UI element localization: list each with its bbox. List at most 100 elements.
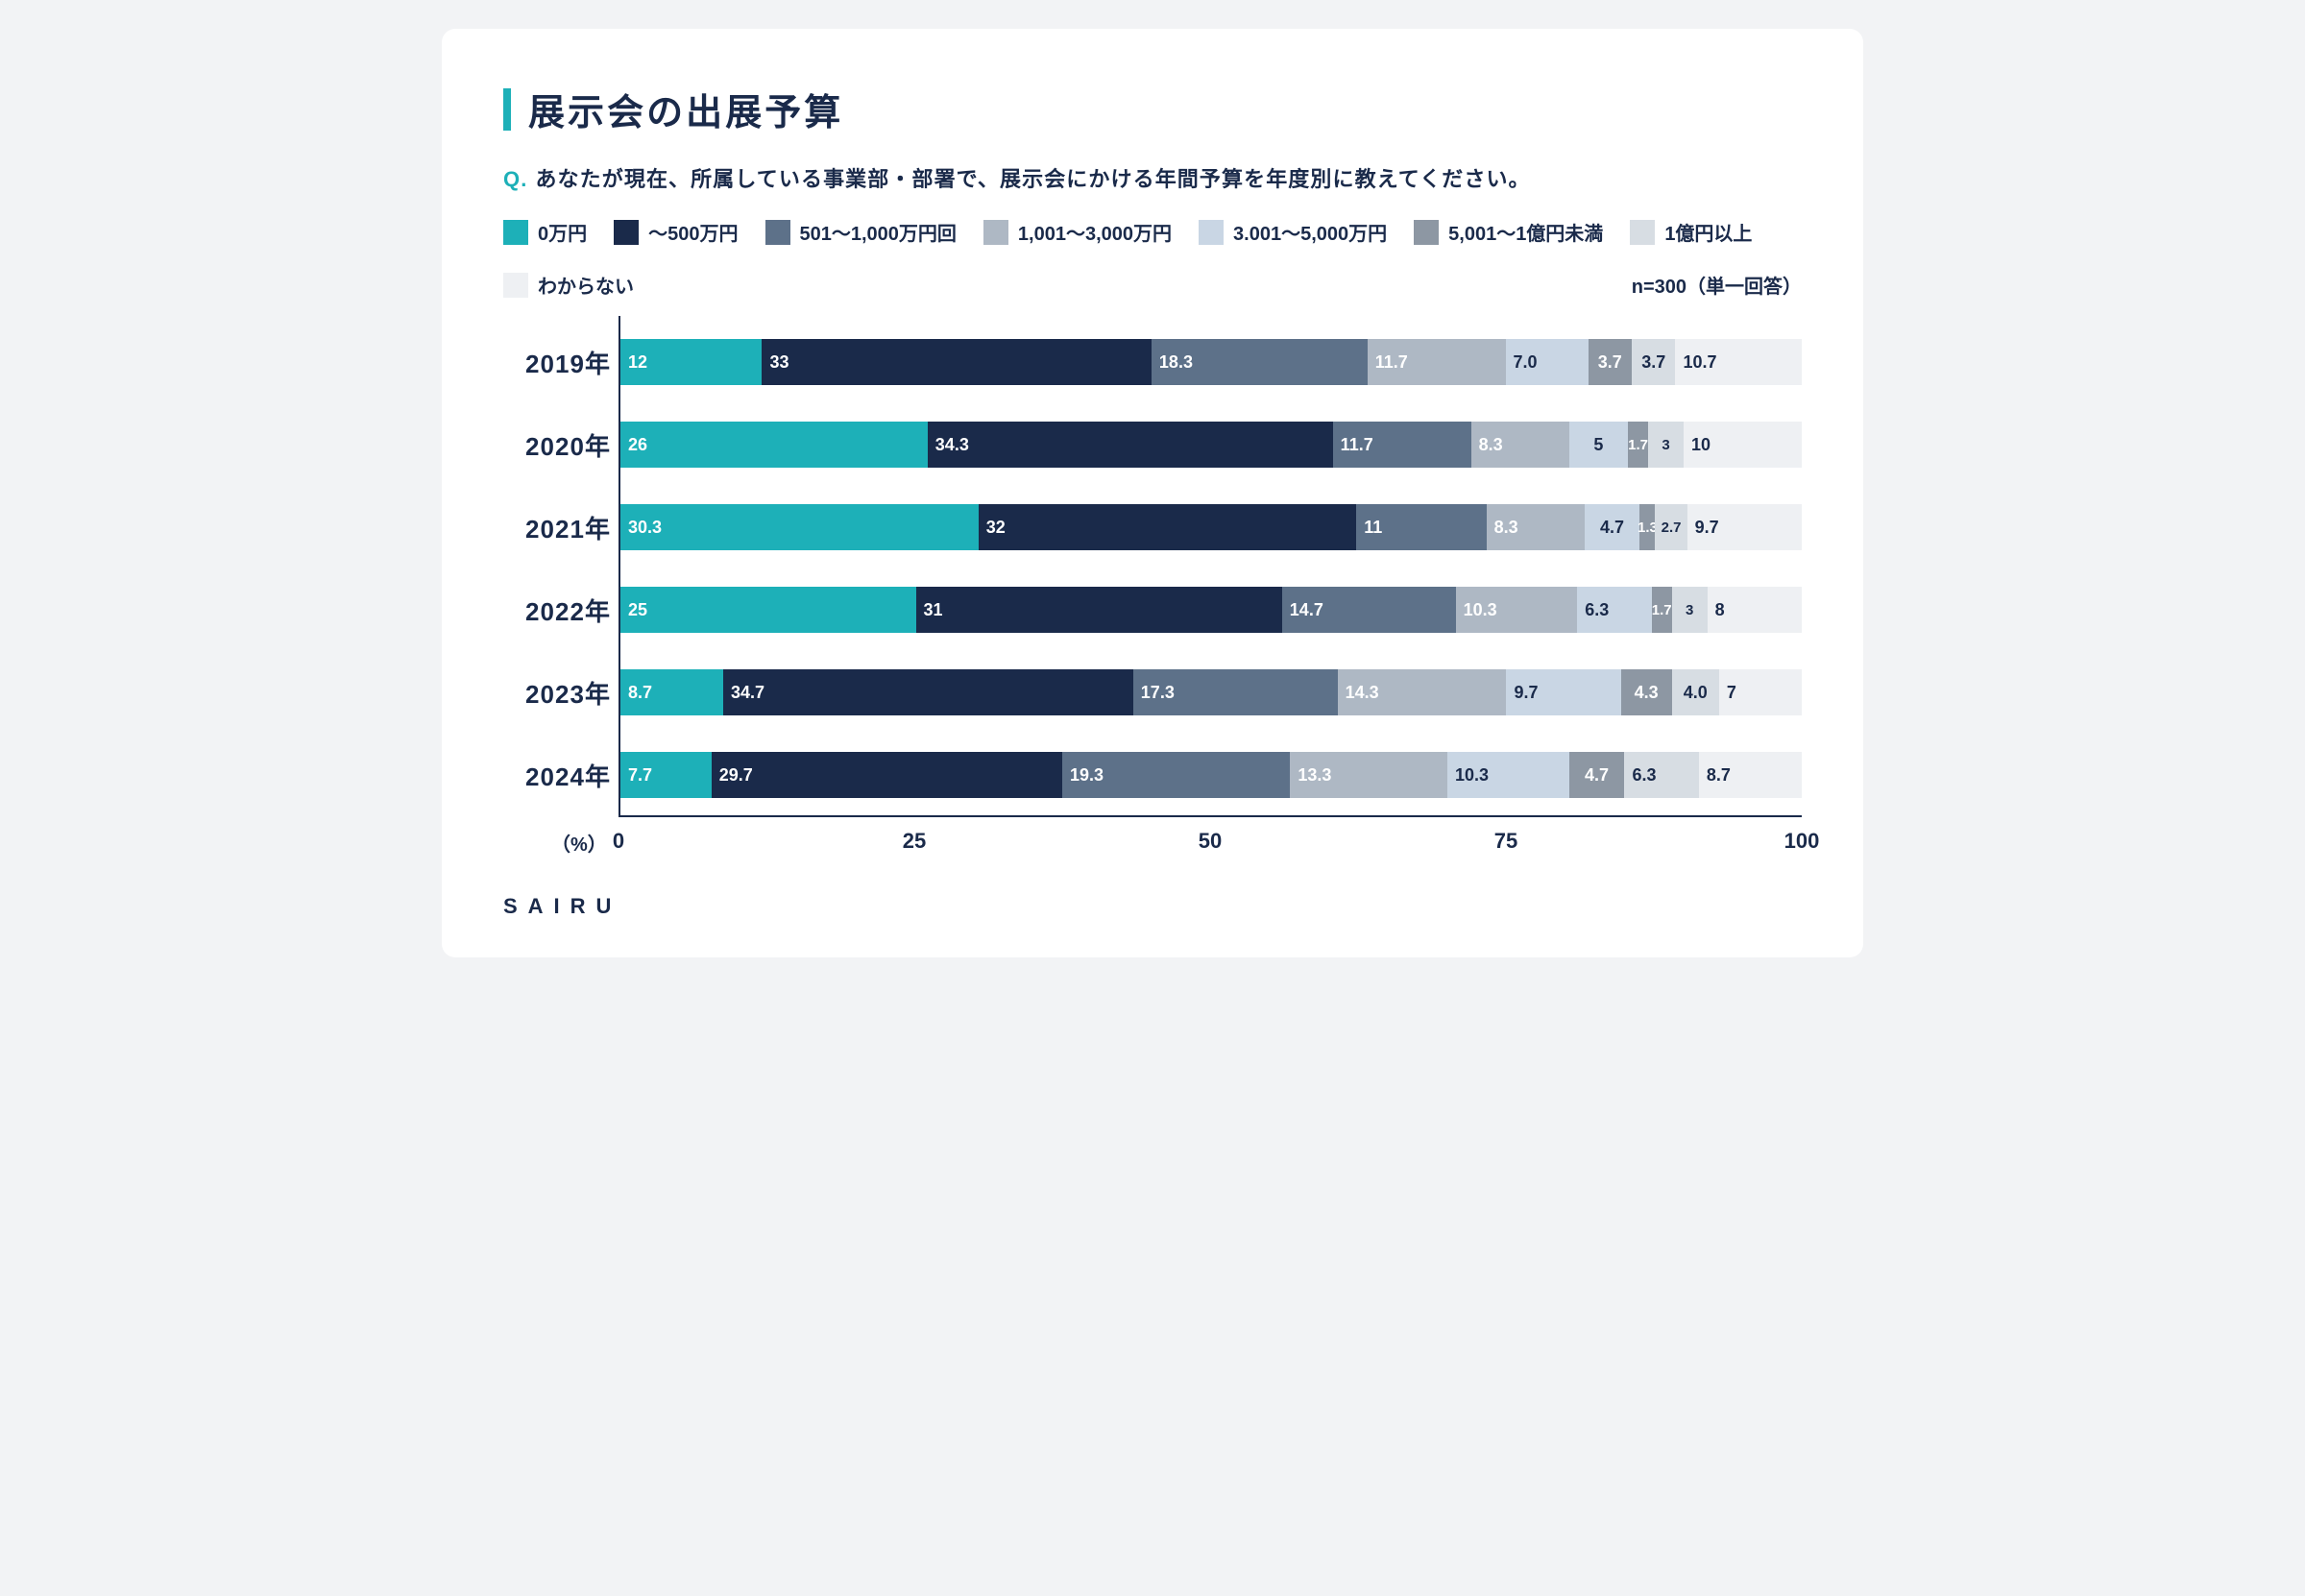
segment-value: 10.3 bbox=[1455, 765, 1489, 786]
bar-segment: 8.7 bbox=[620, 669, 723, 715]
legend-item: 3.001〜5,000万円 bbox=[1199, 218, 1387, 246]
segment-value: 17.3 bbox=[1141, 683, 1175, 703]
segment-value: 19.3 bbox=[1070, 765, 1104, 786]
bar-segment: 4.3 bbox=[1621, 669, 1672, 715]
segment-value: 11.7 bbox=[1375, 352, 1408, 373]
y-label: 2019年 bbox=[505, 345, 611, 380]
bar-segment: 8 bbox=[1708, 587, 1802, 633]
bar-segment: 3 bbox=[1672, 587, 1708, 633]
x-axis: （%） 0255075100 bbox=[619, 823, 1802, 861]
bar-segment: 3 bbox=[1648, 422, 1684, 468]
segment-value: 6.3 bbox=[1585, 600, 1609, 620]
bar-segment: 14.7 bbox=[1282, 587, 1456, 633]
plot-area: 2019年123318.311.77.03.73.710.72020年2634.… bbox=[619, 316, 1802, 817]
x-axis-unit: （%） bbox=[551, 829, 607, 857]
bar-segment: 4.0 bbox=[1672, 669, 1719, 715]
segment-value: 14.3 bbox=[1346, 683, 1379, 703]
stacked-bar: 30.332118.34.71.32.79.7 bbox=[620, 504, 1802, 550]
segment-value: 32 bbox=[986, 518, 1006, 538]
segment-value: 33 bbox=[769, 352, 789, 373]
y-label: 2021年 bbox=[505, 510, 611, 545]
segment-value: 9.7 bbox=[1514, 683, 1538, 703]
segment-value: 3 bbox=[1686, 602, 1693, 618]
chart-area: 2019年123318.311.77.03.73.710.72020年2634.… bbox=[503, 316, 1802, 861]
bar-segment: 1.3 bbox=[1639, 504, 1655, 550]
segment-value: 3 bbox=[1662, 437, 1669, 453]
segment-value: 26 bbox=[628, 435, 647, 455]
sample-meta: n=300（単一回答） bbox=[1632, 271, 1802, 299]
segment-value: 5 bbox=[1593, 435, 1603, 455]
x-tick: 100 bbox=[1784, 829, 1820, 854]
segment-value: 1.7 bbox=[1628, 437, 1648, 453]
segment-value: 8.7 bbox=[628, 683, 652, 703]
bar-segment: 17.3 bbox=[1133, 669, 1338, 715]
legend-swatch bbox=[1199, 220, 1224, 245]
stacked-bar: 7.729.719.313.310.34.76.38.7 bbox=[620, 752, 1802, 798]
segment-value: 11.7 bbox=[1341, 435, 1373, 455]
bar-segment: 4.7 bbox=[1569, 752, 1625, 798]
segment-value: 10 bbox=[1691, 435, 1711, 455]
legend-label: 3.001〜5,000万円 bbox=[1233, 218, 1387, 246]
segment-value: 8 bbox=[1715, 600, 1725, 620]
segment-value: 34.7 bbox=[731, 683, 764, 703]
segment-value: 13.3 bbox=[1298, 765, 1331, 786]
bar-segment: 34.3 bbox=[928, 422, 1333, 468]
legend-swatch bbox=[983, 220, 1008, 245]
bar-segment: 8.3 bbox=[1471, 422, 1569, 468]
bar-segment: 7.7 bbox=[620, 752, 712, 798]
legend-swatch bbox=[503, 220, 528, 245]
bar-segment: 10.3 bbox=[1456, 587, 1578, 633]
legend-label: わからない bbox=[538, 271, 634, 299]
legend-label: 5,001〜1億円未満 bbox=[1448, 218, 1603, 246]
bar-segment: 26 bbox=[620, 422, 928, 468]
bar-segment: 6.3 bbox=[1577, 587, 1651, 633]
segment-value: 4.7 bbox=[1600, 518, 1624, 538]
chart-card: 展示会の出展予算 Q.あなたが現在、所属している事業部・部署で、展示会にかける年… bbox=[442, 29, 1863, 957]
bar-segment: 9.7 bbox=[1506, 669, 1620, 715]
legend: 0万円〜500万円501〜1,000万円回1,001〜3,000万円3.001〜… bbox=[503, 218, 1802, 299]
bar-row: 2021年30.332118.34.71.32.79.7 bbox=[620, 493, 1802, 562]
segment-value: 3.7 bbox=[1598, 352, 1622, 373]
stacked-bar: 8.734.717.314.39.74.34.07 bbox=[620, 669, 1802, 715]
segment-value: 2.7 bbox=[1662, 520, 1682, 536]
bar-segment: 6.3 bbox=[1624, 752, 1698, 798]
segment-value: 25 bbox=[628, 600, 647, 620]
bar-segment: 1.7 bbox=[1628, 422, 1648, 468]
segment-value: 4.0 bbox=[1684, 683, 1708, 703]
segment-value: 4.7 bbox=[1585, 765, 1609, 786]
segment-value: 34.3 bbox=[935, 435, 969, 455]
segment-value: 9.7 bbox=[1695, 518, 1719, 538]
question-text: Q.あなたが現在、所属している事業部・部署で、展示会にかける年間予算を年度別に教… bbox=[503, 162, 1802, 193]
legend-swatch bbox=[1630, 220, 1655, 245]
legend-item: 1,001〜3,000万円 bbox=[983, 218, 1172, 246]
segment-value: 10.7 bbox=[1683, 352, 1716, 373]
bar-segment: 4.7 bbox=[1585, 504, 1640, 550]
bar-segment: 7.0 bbox=[1506, 339, 1589, 385]
bar-segment: 25 bbox=[620, 587, 916, 633]
bar-segment: 10.3 bbox=[1447, 752, 1569, 798]
segment-value: 7.7 bbox=[628, 765, 652, 786]
segment-value: 31 bbox=[924, 600, 943, 620]
legend-swatch bbox=[765, 220, 790, 245]
brand-logo: SAIRU bbox=[503, 894, 1802, 919]
bar-segment: 29.7 bbox=[712, 752, 1062, 798]
bar-segment: 11 bbox=[1356, 504, 1486, 550]
bar-segment: 3.7 bbox=[1632, 339, 1675, 385]
x-tick: 0 bbox=[613, 829, 624, 854]
bar-row: 2024年7.729.719.313.310.34.76.38.7 bbox=[620, 740, 1802, 810]
stacked-bar: 26 34.3 11.7 8.3 5 1.7 3 10 bbox=[620, 422, 1802, 468]
stacked-bar: 123318.311.77.03.73.710.7 bbox=[620, 339, 1802, 385]
legend-swatch bbox=[503, 273, 528, 298]
legend-label: 1,001〜3,000万円 bbox=[1018, 218, 1172, 246]
legend-swatch bbox=[1414, 220, 1439, 245]
segment-value: 11 bbox=[1364, 518, 1382, 538]
bar-segment: 30.3 bbox=[620, 504, 979, 550]
bar-row: 2022年253114.710.36.31.738 bbox=[620, 575, 1802, 644]
bar-segment: 14.3 bbox=[1338, 669, 1507, 715]
segment-value: 3.7 bbox=[1641, 352, 1665, 373]
segment-value: 7.0 bbox=[1514, 352, 1538, 373]
legend-label: 0万円 bbox=[538, 218, 587, 246]
y-label: 2020年 bbox=[505, 427, 611, 463]
x-tick: 50 bbox=[1199, 829, 1222, 854]
bar-segment: 2.7 bbox=[1655, 504, 1686, 550]
